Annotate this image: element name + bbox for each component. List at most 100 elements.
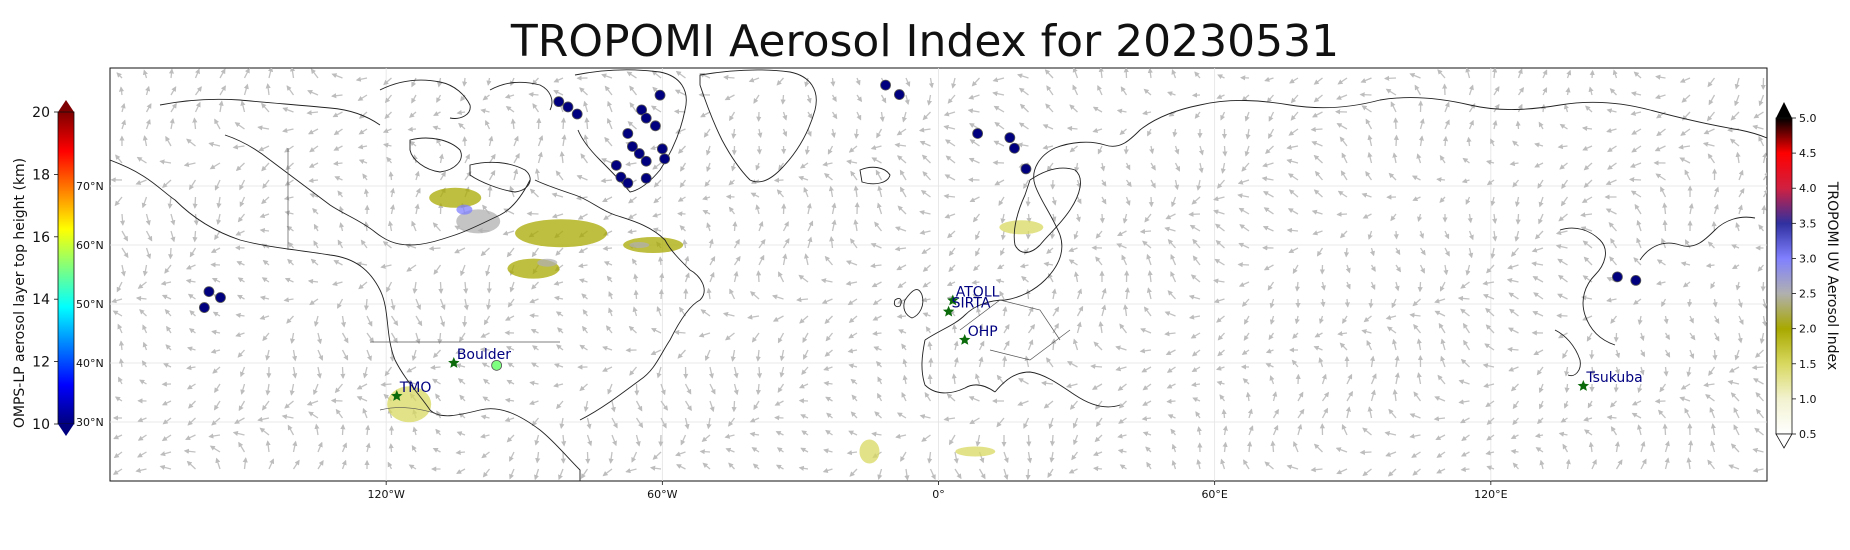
wind-arrow <box>1557 143 1568 150</box>
wind-arrow <box>992 77 1005 83</box>
wind-arrow <box>560 117 567 130</box>
wind-arrow <box>1264 76 1274 82</box>
wind-arrow <box>1738 187 1745 198</box>
wind-arrow <box>1120 86 1128 96</box>
wind-arrow <box>1612 69 1618 79</box>
wind-arrow <box>389 187 395 198</box>
omps-height-colorbar: 10 12 14 16 18 20 30°N 40°N 50°N 60°N 70°N OMPS-L… <box>12 100 104 436</box>
wind-arrow <box>821 298 833 304</box>
wind-arrow <box>820 278 833 284</box>
wind-arrow <box>331 93 343 99</box>
wind-arrow <box>210 247 221 253</box>
wind-arrow <box>528 91 539 98</box>
wind-arrow <box>239 196 246 208</box>
wind-arrow <box>188 179 197 191</box>
wind-arrow <box>1370 264 1376 272</box>
wind-arrow <box>927 373 933 385</box>
wind-arrow <box>1465 196 1471 205</box>
wind-arrow <box>526 211 539 217</box>
wind-arrow <box>1493 86 1500 96</box>
wind-arrow <box>1684 169 1691 181</box>
wind-arrow <box>1580 226 1593 232</box>
omps-point <box>553 96 565 108</box>
wind-arrow <box>1241 94 1250 102</box>
wind-arrow <box>678 145 686 154</box>
wind-arrow <box>555 247 564 256</box>
wind-arrow <box>169 117 175 130</box>
wind-arrow <box>1555 243 1568 250</box>
wind-arrow <box>1558 274 1568 283</box>
wind-arrow <box>897 281 907 289</box>
wind-arrow <box>749 291 760 300</box>
wind-arrow <box>1515 120 1521 130</box>
wind-arrow <box>216 213 222 226</box>
wind-arrow <box>1757 264 1764 272</box>
wind-arrow <box>236 261 245 266</box>
wind-arrow <box>1713 203 1719 215</box>
wind-arrow <box>283 195 294 201</box>
wind-arrow <box>1565 87 1571 96</box>
wind-arrow <box>1340 170 1348 181</box>
wind-arrow <box>728 206 736 215</box>
colorbar-tick-label: 5.0 <box>1799 112 1817 125</box>
wind-arrow <box>1076 196 1082 205</box>
wind-arrow <box>728 179 735 186</box>
wind-arrow <box>337 239 344 249</box>
wind-arrow <box>758 254 765 266</box>
wind-arrow <box>1468 119 1474 130</box>
wind-arrow <box>1707 77 1716 88</box>
wind-arrow <box>1320 281 1326 291</box>
wind-arrow <box>583 134 589 147</box>
wind-arrow <box>389 204 396 215</box>
wind-arrow <box>313 223 319 232</box>
wind-arrow <box>1142 110 1152 116</box>
omps-point <box>893 89 905 100</box>
wind-arrow <box>1174 179 1180 191</box>
wind-arrow <box>1394 281 1400 292</box>
wind-arrow <box>145 230 153 242</box>
wind-arrow <box>831 111 838 120</box>
wind-arrow <box>1101 287 1107 300</box>
wind-arrow <box>602 196 613 203</box>
wind-arrow <box>1510 247 1519 257</box>
wind-arrow <box>1762 152 1767 164</box>
wind-arrow <box>339 205 344 215</box>
omps-point <box>650 120 661 132</box>
wind-arrow <box>947 230 956 239</box>
wind-arrow <box>928 357 934 368</box>
wind-arrow <box>1189 224 1201 232</box>
wind-arrow <box>383 77 392 86</box>
omps-point <box>610 159 622 171</box>
wind-arrow <box>1124 287 1130 300</box>
wind-arrow <box>706 222 712 232</box>
omps-point <box>198 302 210 313</box>
wind-arrow <box>1116 108 1127 114</box>
wind-arrow <box>1557 258 1568 266</box>
wind-arrow <box>339 222 345 232</box>
wind-arrow <box>1486 179 1495 186</box>
wind-arrow <box>1244 111 1250 122</box>
omps-point <box>640 172 652 184</box>
wind-arrow <box>1681 94 1691 103</box>
wind-arrow <box>1001 355 1008 368</box>
wind-arrow <box>897 205 907 215</box>
wind-arrow <box>758 238 766 249</box>
wind-arrow <box>651 70 662 79</box>
wind-arrow <box>578 247 588 254</box>
wind-arrow <box>880 94 887 104</box>
wind-arrow <box>337 298 344 309</box>
wind-arrow <box>219 85 226 96</box>
wind-arrow <box>729 288 736 300</box>
wind-arrow <box>507 298 515 308</box>
wind-arrow <box>1241 298 1250 307</box>
wind-arrow <box>948 247 956 257</box>
wind-arrow <box>994 179 1005 186</box>
wind-arrow <box>603 213 613 221</box>
colorbar-bar <box>57 111 75 425</box>
wind-arrow <box>1385 88 1397 96</box>
wind-arrow <box>510 77 515 87</box>
wind-arrow <box>579 87 588 96</box>
wind-arrow <box>382 128 392 133</box>
wind-arrow <box>1583 179 1593 188</box>
